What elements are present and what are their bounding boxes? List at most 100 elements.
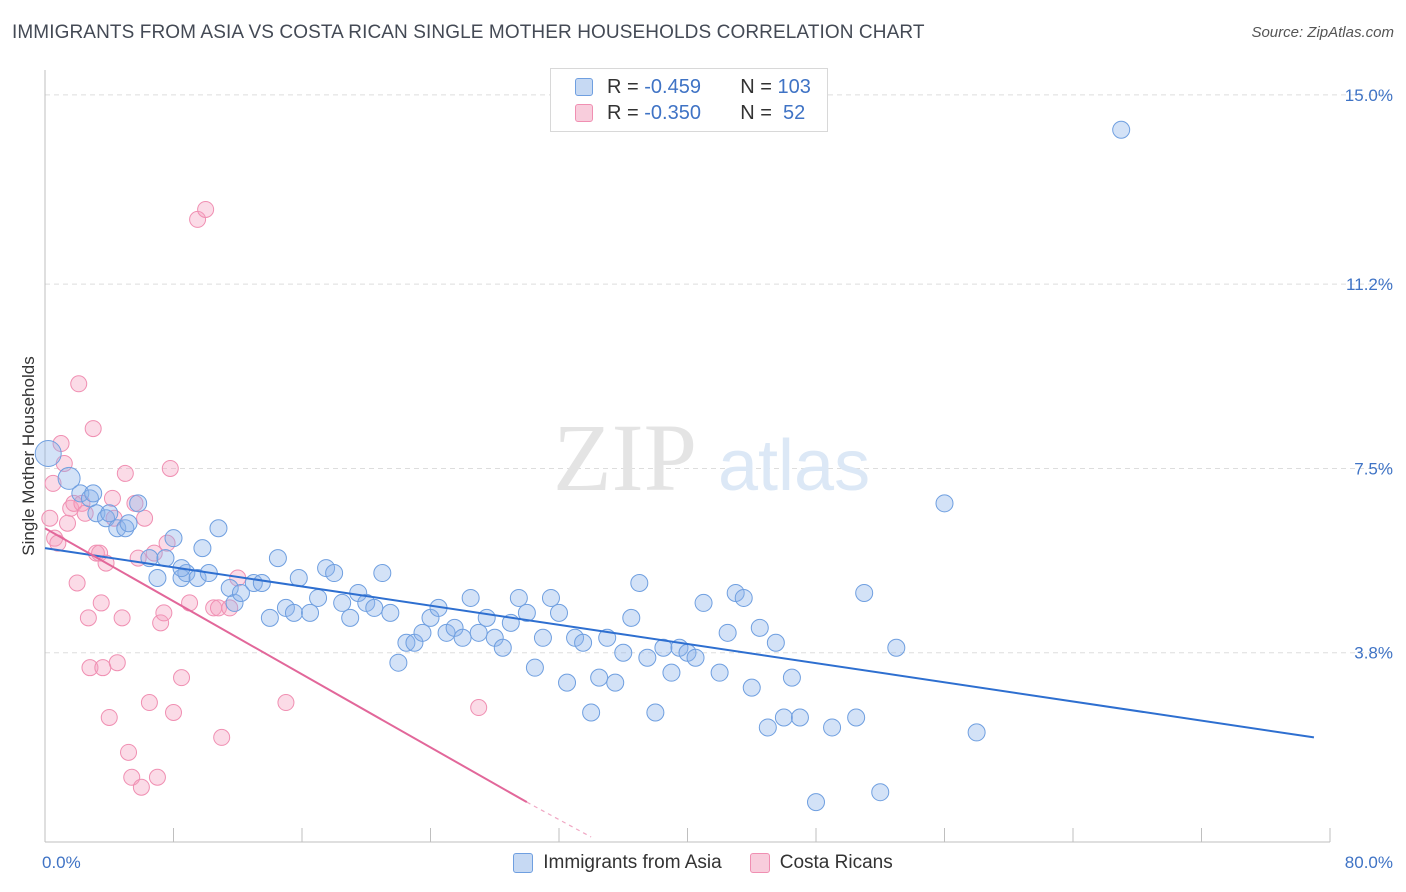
immigrants-from-asia-point <box>129 494 148 513</box>
y-axis-label: Single Mother Households <box>19 356 38 555</box>
costa-ricans-point <box>140 694 158 712</box>
immigrants-from-asia-point <box>309 588 328 607</box>
immigrants-from-asia-point <box>686 648 705 667</box>
immigrants-from-asia-point <box>533 628 552 647</box>
immigrants-from-asia-point <box>646 703 665 722</box>
legend-item-costa-ricans: Costa Ricans <box>749 852 893 874</box>
costa-ricans-point <box>197 200 215 218</box>
trend-lines <box>44 527 1315 838</box>
costa-ricans-point <box>100 708 118 726</box>
y-tick-label: 7.5% <box>1354 459 1393 478</box>
immigrants-from-asia-point <box>389 653 408 672</box>
immigrants-from-asia-point <box>525 658 544 677</box>
immigrants-from-asia-point <box>71 484 90 503</box>
immigrants-from-asia-point <box>541 588 560 607</box>
immigrants-from-asia-point <box>742 678 761 697</box>
immigrants-from-asia-point <box>57 466 81 490</box>
costa-ricans-point <box>116 464 134 482</box>
immigrants-from-asia-point <box>172 569 191 588</box>
costa-ricans-point <box>103 489 121 507</box>
immigrants-from-asia-point <box>477 608 496 627</box>
legend-swatch-pink <box>749 853 770 873</box>
immigrants-from-asia-point <box>252 574 271 593</box>
immigrants-from-asia-point <box>381 603 400 622</box>
costa-ricans-point <box>277 694 295 712</box>
chart-title: IMMIGRANTS FROM ASIA VS COSTA RICAN SING… <box>12 22 925 43</box>
immigrants-from-asia-point <box>341 608 360 627</box>
immigrants-from-asia-point <box>823 718 842 737</box>
costa-ricans-point <box>132 778 150 796</box>
immigrants-from-asia-point <box>550 603 568 622</box>
immigrants-from-asia-point <box>774 708 793 727</box>
immigrants-from-asia-point <box>590 668 609 687</box>
legend-r-label: R = <box>607 101 645 124</box>
immigrants-from-asia-point <box>100 504 119 523</box>
immigrants-from-asia-point <box>654 638 673 657</box>
immigrants-from-asia-point <box>517 603 536 622</box>
immigrants-from-asia-point <box>582 703 601 722</box>
costa-ricans-point <box>155 604 173 622</box>
legend-r-value: -0.350 <box>644 101 701 124</box>
immigrants-from-asia-point <box>461 588 480 607</box>
immigrants-from-asia-point <box>373 564 392 583</box>
immigrants-from-asia-point <box>97 509 116 528</box>
costa-ricans-point <box>58 514 76 532</box>
costa-ricans-point <box>41 509 59 527</box>
costa-ricans-point <box>70 375 88 393</box>
immigrants-from-asia-point <box>225 593 244 612</box>
immigrants-from-asia-point <box>148 569 167 588</box>
legend-item-asia: Immigrants from Asia <box>513 852 722 874</box>
immigrants-from-asia-point <box>718 623 737 642</box>
legend-row-asia: R = -0.459 N = 103 <box>575 74 811 100</box>
immigrants-from-asia-point <box>469 623 488 642</box>
immigrants-from-asia-point <box>453 628 472 647</box>
immigrants-from-asia-point <box>260 608 279 627</box>
immigrants-from-asia-point <box>887 638 906 657</box>
legend-n-label: N = <box>740 101 778 124</box>
correlation-legend: R = -0.459 N = 103 R = -0.350 N = 52 <box>550 68 828 132</box>
immigrants-from-asia-point <box>694 593 713 612</box>
series-legend: Immigrants from Asia Costa Ricans <box>0 852 1406 874</box>
immigrants-from-asia-point <box>284 603 303 622</box>
immigrants-from-asia-point <box>156 549 175 568</box>
chart-source: Source: ZipAtlas.com <box>1251 24 1394 41</box>
costa-ricans-point <box>44 474 62 492</box>
immigrants-from-asia-point <box>782 668 801 687</box>
legend-n-value: 52 <box>777 101 806 124</box>
immigrants-from-asia-point <box>847 708 866 727</box>
costa-ricans-point <box>181 594 199 612</box>
immigrants-from-asia-point <box>807 793 825 812</box>
grid-lines <box>45 94 1395 654</box>
series-costa-ricans <box>41 200 488 796</box>
immigrants-from-asia-point <box>509 588 528 607</box>
immigrants-from-asia-point <box>34 440 62 468</box>
legend-swatch-pink <box>575 104 593 122</box>
costa-ricans-point <box>108 654 126 672</box>
immigrants-from-asia-point <box>80 489 99 508</box>
immigrants-from-asia-point <box>325 564 344 583</box>
immigrants-from-asia-point <box>493 638 512 657</box>
costa-ricans-point <box>92 594 110 612</box>
immigrants-from-asia-point <box>614 643 633 662</box>
costa-ricans-trend-line <box>44 527 528 804</box>
immigrants-from-asia-point <box>855 583 874 602</box>
immigrants-from-asia-point <box>935 494 954 513</box>
immigrants-from-asia-point <box>87 504 106 523</box>
immigrants-from-asia-point <box>766 633 785 652</box>
costa-ricans-point <box>113 609 131 627</box>
legend-n-value: 103 <box>777 75 811 98</box>
costa-ricans-point <box>94 659 112 677</box>
immigrants-from-asia-point <box>333 593 352 612</box>
costa-ricans-point <box>161 459 179 477</box>
costa-ricans-point <box>165 704 182 722</box>
axes <box>44 70 1331 843</box>
costa-ricans-point <box>152 614 170 632</box>
immigrants-from-asia-point <box>630 574 649 593</box>
immigrants-from-asia-point <box>967 723 986 742</box>
costa-ricans-point <box>136 509 154 527</box>
immigrants-from-asia-point <box>662 663 681 682</box>
tick-labels: 3.8% 7.5% 11.2% 15.0% 0.0% 80.0% <box>42 86 1393 872</box>
costa-ricans-point <box>213 728 231 746</box>
y-tick-label: 11.2% <box>1346 275 1393 294</box>
watermark-zip: ZIP <box>553 404 697 511</box>
